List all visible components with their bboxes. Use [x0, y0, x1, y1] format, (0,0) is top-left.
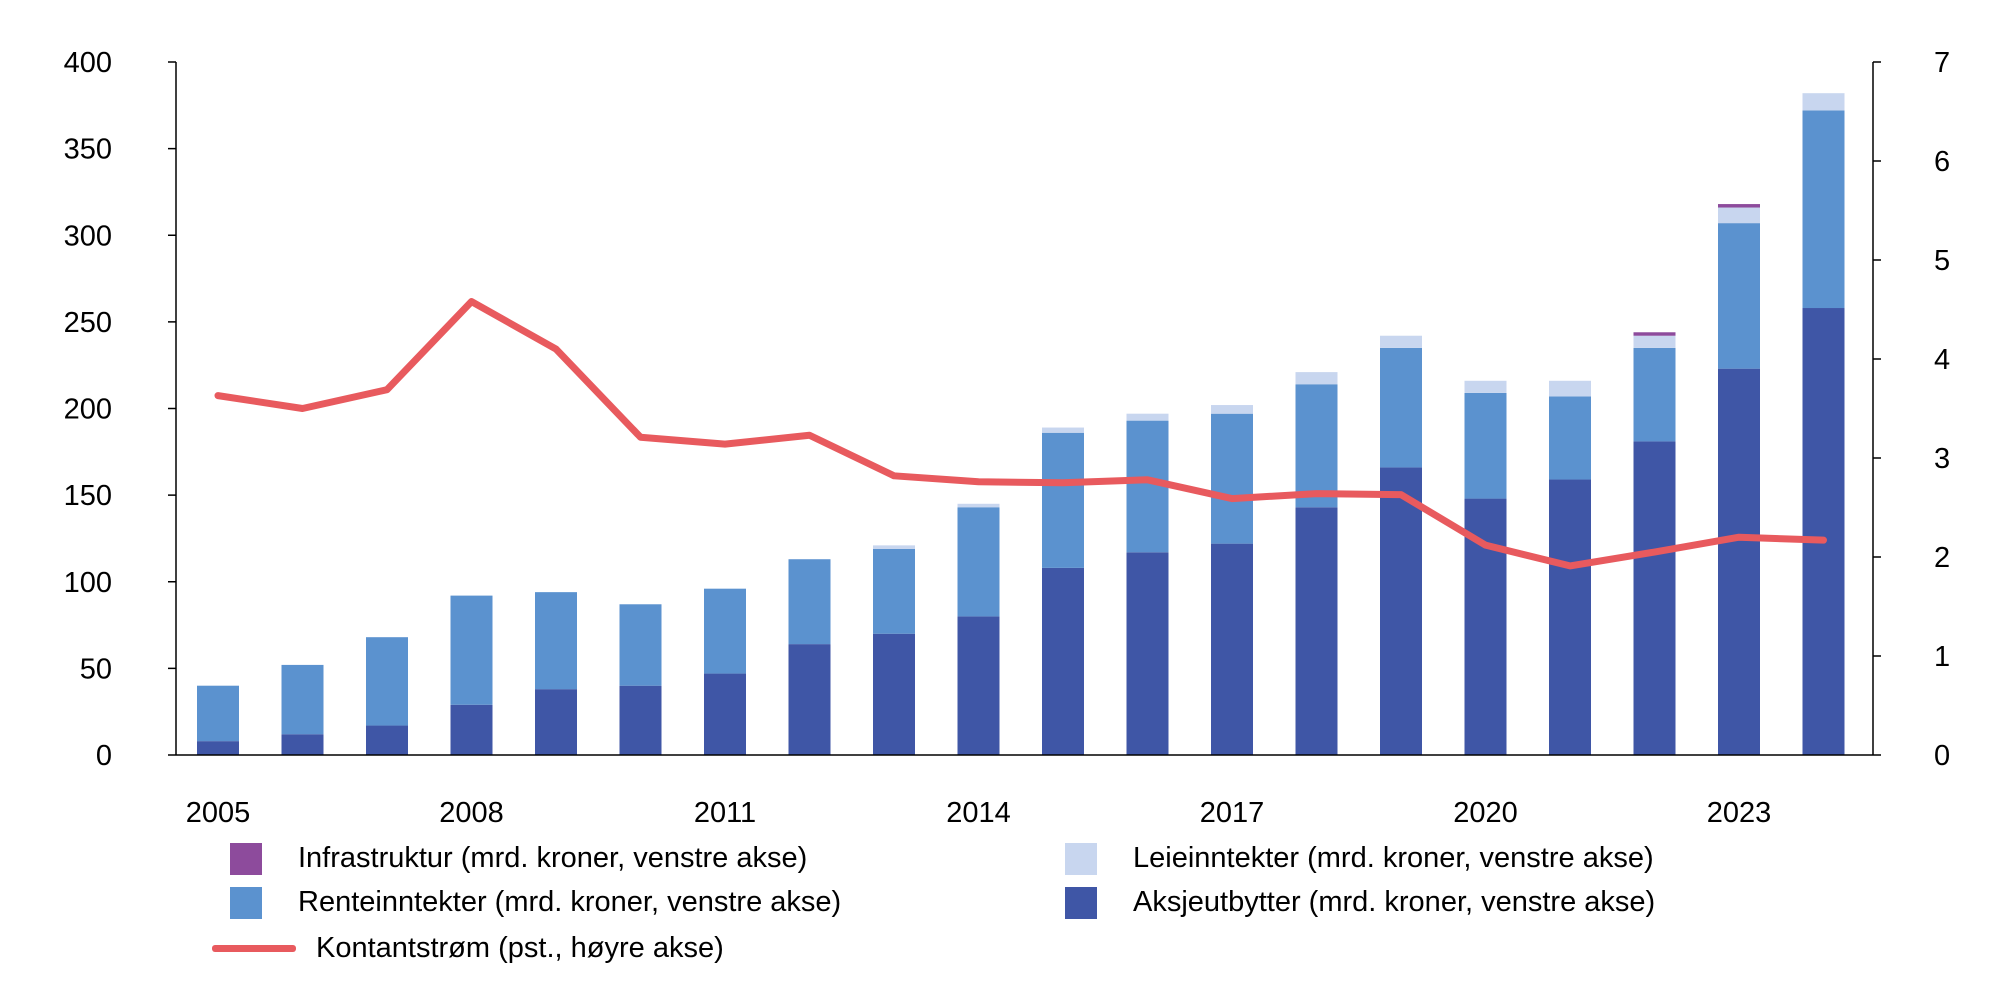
line-kontantstrom — [214, 298, 1827, 570]
bar-segment — [704, 673, 746, 755]
bar-segment — [1380, 467, 1422, 755]
bar-segment — [704, 588, 746, 674]
bar-segment — [1549, 479, 1591, 755]
bar-segment — [1211, 405, 1253, 414]
y-left-tick-label: 150 — [64, 480, 112, 512]
bar-segment — [957, 616, 1000, 755]
bar-segment — [366, 725, 408, 755]
bar-segment — [788, 644, 831, 755]
y-left-tick-label: 50 — [80, 653, 112, 685]
bar-segment — [1295, 507, 1338, 755]
x-tick-label: 2008 — [439, 797, 504, 829]
y-right-tick-label: 7 — [1934, 47, 1950, 79]
bar-segment — [1549, 380, 1591, 397]
x-tick-label: 2023 — [1707, 797, 1772, 829]
bar-segment — [1718, 204, 1760, 208]
bar-segment — [873, 545, 915, 549]
y-right-tick-label: 1 — [1934, 641, 1950, 673]
bar-segment — [1633, 347, 1676, 442]
y-left-tick-label: 200 — [64, 394, 112, 426]
y-right-tick-label: 4 — [1934, 344, 1950, 376]
x-tick-label: 2020 — [1453, 797, 1518, 829]
bar-segment — [281, 664, 324, 735]
bar-segment — [1464, 392, 1507, 499]
bar-segment — [1042, 567, 1084, 755]
y-right-tick-label: 2 — [1934, 542, 1950, 574]
bar-segment — [1464, 380, 1507, 393]
bar-segment — [281, 734, 324, 755]
x-tick-label: 2005 — [186, 797, 251, 829]
y-left-tick-label: 350 — [64, 134, 112, 166]
bar-segment — [1633, 335, 1676, 348]
bar-segment — [1718, 223, 1760, 369]
bar-segment — [535, 689, 577, 755]
y-right-tick-label: 6 — [1934, 146, 1950, 178]
bar-segment — [1633, 441, 1676, 755]
bar-segment — [1802, 93, 1845, 111]
bar-segment — [1042, 427, 1084, 433]
bar-segment — [1802, 308, 1845, 755]
y-left-tick-label: 400 — [64, 47, 112, 79]
y-left-tick-label: 0 — [96, 740, 112, 772]
bar-segment — [957, 507, 1000, 617]
bar-segment — [450, 595, 493, 705]
bar-segment — [873, 633, 915, 755]
bars — [197, 93, 1845, 755]
bar-segment — [1295, 384, 1338, 508]
bar-segment — [1211, 543, 1253, 755]
bar-segment — [1042, 432, 1084, 568]
bar-segment — [1718, 207, 1760, 224]
y-right-tick-label: 5 — [1934, 245, 1950, 277]
bar-segment — [957, 503, 1000, 508]
bar-segment — [619, 604, 662, 686]
bar-segment — [197, 741, 239, 755]
y-right-tick-label: 3 — [1934, 443, 1950, 475]
y-left-tick-label: 250 — [64, 307, 112, 339]
bar-segment — [450, 704, 493, 755]
bar-segment — [1126, 413, 1169, 421]
axes — [175, 62, 1874, 756]
bar-segment — [1802, 110, 1845, 309]
x-tick-label: 2011 — [694, 797, 756, 829]
bar-segment — [619, 685, 662, 755]
bar-segment — [1126, 552, 1169, 755]
bar-segment — [1380, 347, 1422, 468]
bar-segment — [1295, 372, 1338, 385]
bar-segment — [1211, 413, 1253, 544]
x-ticks: 2005 2008 2011 2014 2017 2020 2023 — [186, 797, 1772, 829]
bar-segment — [873, 548, 915, 634]
bar-segment — [535, 592, 577, 690]
right-y-ticks: 0 1 2 3 4 5 6 7 — [1873, 47, 1950, 772]
line-series — [214, 298, 1827, 570]
bar-segment — [1718, 368, 1760, 755]
bar-segment — [788, 559, 831, 645]
bar-segment — [197, 685, 239, 742]
bar-segment — [1380, 335, 1422, 348]
y-right-tick-label: 0 — [1934, 740, 1950, 772]
bar-segment — [366, 637, 408, 726]
bar-segment — [1549, 396, 1591, 480]
y-left-tick-label: 100 — [64, 567, 112, 599]
left-y-ticks: 0 50 100 150 200 250 300 350 400 — [64, 47, 176, 772]
x-tick-label: 2014 — [946, 797, 1011, 829]
bar-segment — [1633, 332, 1676, 336]
x-tick-label: 2017 — [1200, 797, 1265, 829]
y-left-tick-label: 300 — [64, 220, 112, 252]
